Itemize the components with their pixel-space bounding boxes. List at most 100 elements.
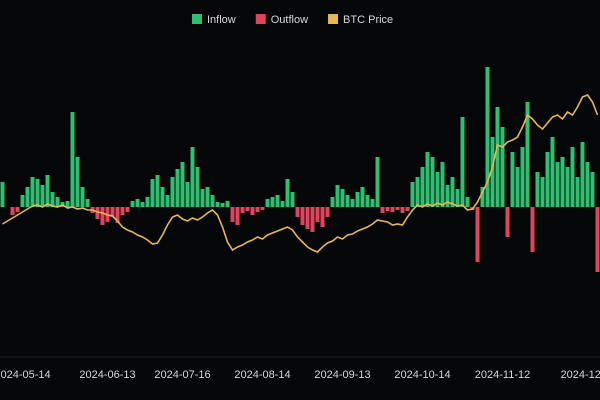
bar	[585, 162, 590, 207]
bar	[415, 177, 420, 207]
bar	[185, 182, 190, 207]
x-tick-label: 2024-09-13	[314, 369, 370, 381]
bar	[480, 187, 485, 207]
bar	[265, 199, 270, 207]
bar	[350, 199, 355, 207]
bar	[125, 207, 130, 212]
bar	[590, 172, 595, 207]
bar	[250, 207, 255, 215]
bar	[225, 201, 230, 207]
bar	[420, 167, 425, 207]
legend-label: Outflow	[271, 14, 308, 26]
bar	[400, 207, 405, 213]
bar	[100, 207, 105, 225]
bar	[405, 207, 410, 211]
bar	[110, 207, 115, 217]
bar	[505, 207, 510, 237]
bar	[580, 142, 585, 207]
bar	[25, 187, 30, 207]
bar	[230, 207, 235, 222]
legend-swatch	[255, 14, 266, 24]
bar	[285, 179, 290, 207]
bar	[175, 169, 180, 207]
bar	[115, 207, 120, 223]
bar	[235, 207, 240, 225]
bar	[75, 157, 80, 207]
bar	[410, 182, 415, 207]
bar	[560, 157, 565, 207]
bar	[370, 199, 375, 207]
bar	[445, 185, 450, 207]
bar	[260, 207, 265, 210]
bar	[355, 192, 360, 207]
bar	[340, 189, 345, 207]
legend-swatch	[192, 14, 202, 24]
bar	[315, 207, 320, 222]
bar	[280, 201, 285, 207]
bar	[270, 197, 275, 207]
bar	[545, 152, 550, 207]
bar	[530, 207, 535, 252]
bar	[425, 152, 430, 207]
bar	[325, 207, 330, 217]
bar	[210, 195, 215, 207]
x-tick-label: 2024-10-14	[394, 369, 450, 381]
bar	[275, 195, 280, 207]
bar	[65, 201, 70, 207]
bar	[85, 199, 90, 207]
bar	[500, 127, 505, 207]
legend-swatch	[328, 14, 339, 24]
bar	[475, 207, 480, 262]
bar	[495, 107, 500, 207]
bar	[130, 201, 135, 207]
bar	[35, 179, 40, 207]
bar	[80, 187, 85, 207]
bar	[595, 207, 600, 272]
bar	[310, 207, 315, 232]
bar	[120, 207, 125, 215]
bar	[55, 197, 60, 207]
bar	[440, 162, 445, 207]
bar	[295, 207, 300, 217]
bar	[565, 167, 570, 207]
bar	[200, 189, 205, 207]
legend-label: Inflow	[207, 14, 236, 26]
bar	[245, 207, 250, 211]
bar	[50, 192, 55, 207]
bar	[145, 197, 150, 207]
bar	[150, 179, 155, 207]
bar	[335, 185, 340, 207]
x-tick-label: 2024-05-14	[0, 369, 51, 381]
bar	[0, 182, 5, 207]
bar	[240, 207, 245, 213]
x-tick-label: 2024-07-16	[154, 369, 210, 381]
bar	[330, 197, 335, 207]
bar	[490, 137, 495, 207]
x-tick-label: 2024-08-14	[234, 369, 290, 381]
bar	[215, 202, 220, 207]
bar	[305, 207, 310, 229]
bar	[515, 167, 520, 207]
bar	[15, 207, 20, 212]
bar	[535, 172, 540, 207]
bar	[365, 195, 370, 207]
bar	[540, 177, 545, 207]
bar	[45, 175, 50, 207]
bar	[195, 167, 200, 207]
x-tick-label: 2024-11-12	[475, 369, 530, 381]
bar	[430, 157, 435, 207]
bar	[510, 152, 515, 207]
bar	[460, 117, 465, 207]
bar	[390, 207, 395, 212]
bar	[20, 195, 25, 207]
bar	[140, 202, 145, 207]
bar	[30, 177, 35, 207]
x-tick-label: 2024-06-13	[79, 369, 135, 381]
bar	[435, 172, 440, 207]
bar	[520, 147, 525, 207]
bar	[165, 195, 170, 207]
bar	[485, 67, 490, 207]
bar	[550, 137, 555, 207]
legend-label: BTC Price	[343, 14, 393, 26]
